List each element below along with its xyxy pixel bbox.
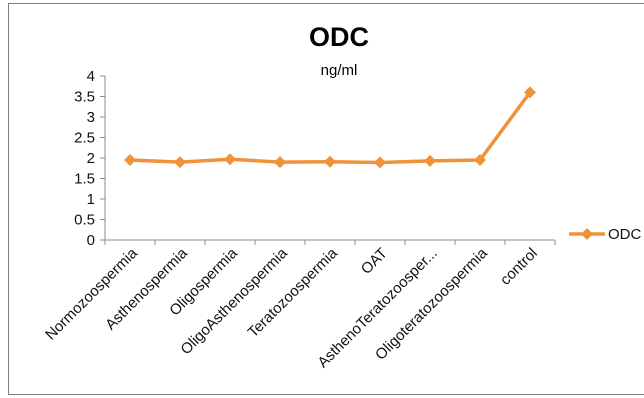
legend-marker — [581, 228, 593, 240]
x-tick-label: control — [497, 245, 541, 289]
x-tick-label: OAT — [358, 245, 391, 278]
data-point — [474, 154, 486, 167]
y-tick-label: 0.5 — [74, 212, 95, 229]
x-axis: NormozoospermiaAsthenospermiaOligospermi… — [42, 239, 556, 371]
x-tick-label: Normozoospermia — [42, 244, 141, 343]
data-point — [174, 156, 186, 169]
data-point — [224, 153, 236, 166]
y-axis: 0 0.5 1 1.5 2 2.5 3 3.5 4 — [74, 68, 106, 249]
series-odc — [124, 86, 536, 169]
series-line — [129, 91, 532, 165]
y-tick-label: 2 — [87, 150, 95, 167]
data-point — [424, 154, 436, 167]
legend: ODC — [569, 226, 642, 243]
line-chart: ODC ng/ml 0 0.5 1 1.5 2 2.5 3 3.5 4 Normozoosper… — [42, 22, 642, 371]
chart-frame: ODC ng/ml 0 0.5 1 1.5 2 2.5 3 3.5 4 Normozoosper… — [8, 3, 644, 395]
data-point — [274, 156, 286, 169]
y-tick-label: 3 — [87, 109, 95, 126]
y-tick-label: 2.5 — [74, 130, 95, 147]
chart-title: ODC — [309, 22, 369, 52]
data-point — [524, 86, 536, 99]
chart-subtitle: ng/ml — [321, 62, 358, 79]
data-point — [324, 155, 336, 168]
y-tick-label: 0 — [87, 232, 95, 249]
y-tick-label: 3.5 — [74, 89, 95, 106]
y-tick-label: 1 — [87, 191, 95, 208]
y-tick-label: 4 — [87, 68, 95, 85]
x-tick-label: Teratozoospermia — [244, 244, 341, 341]
data-point — [124, 154, 136, 167]
legend-label: ODC — [608, 226, 642, 243]
data-point — [374, 156, 386, 169]
y-tick-label: 1.5 — [74, 171, 95, 188]
